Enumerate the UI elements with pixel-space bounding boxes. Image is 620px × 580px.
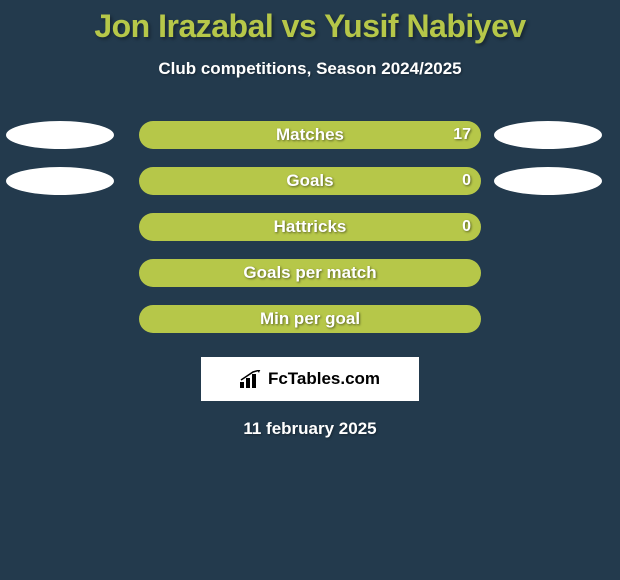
- date-label: 11 february 2025: [0, 419, 620, 439]
- page-title: Jon Irazabal vs Yusif Nabiyev: [0, 0, 620, 45]
- stat-row-matches: Matches 17: [0, 121, 620, 149]
- right-ellipse: [494, 121, 602, 149]
- stat-rows: Matches 17 Goals 0 Hattricks 0 Goals per…: [0, 121, 620, 333]
- stat-row-hattricks: Hattricks 0: [0, 213, 620, 241]
- stat-right-value: 17: [453, 126, 471, 144]
- stat-label: Goals per match: [139, 263, 481, 283]
- bar-chart-icon: [240, 370, 262, 388]
- stat-bar: Matches 17: [139, 121, 481, 149]
- right-ellipse: [494, 167, 602, 195]
- stat-label: Matches: [139, 125, 481, 145]
- brand-text: FcTables.com: [268, 369, 380, 389]
- stat-right-value: 0: [462, 172, 471, 190]
- stat-label: Min per goal: [139, 309, 481, 329]
- stat-row-goals: Goals 0: [0, 167, 620, 195]
- stat-bar: Min per goal: [139, 305, 481, 333]
- stat-label: Hattricks: [139, 217, 481, 237]
- left-ellipse: [6, 121, 114, 149]
- brand-badge: FcTables.com: [201, 357, 419, 401]
- stat-row-goals-per-match: Goals per match: [0, 259, 620, 287]
- comparison-card: Jon Irazabal vs Yusif Nabiyev Club compe…: [0, 0, 620, 580]
- stat-right-value: 0: [462, 218, 471, 236]
- stat-bar: Goals 0: [139, 167, 481, 195]
- stat-bar: Hattricks 0: [139, 213, 481, 241]
- stat-row-min-per-goal: Min per goal: [0, 305, 620, 333]
- subtitle: Club competitions, Season 2024/2025: [0, 59, 620, 79]
- stat-bar: Goals per match: [139, 259, 481, 287]
- stat-label: Goals: [139, 171, 481, 191]
- left-ellipse: [6, 167, 114, 195]
